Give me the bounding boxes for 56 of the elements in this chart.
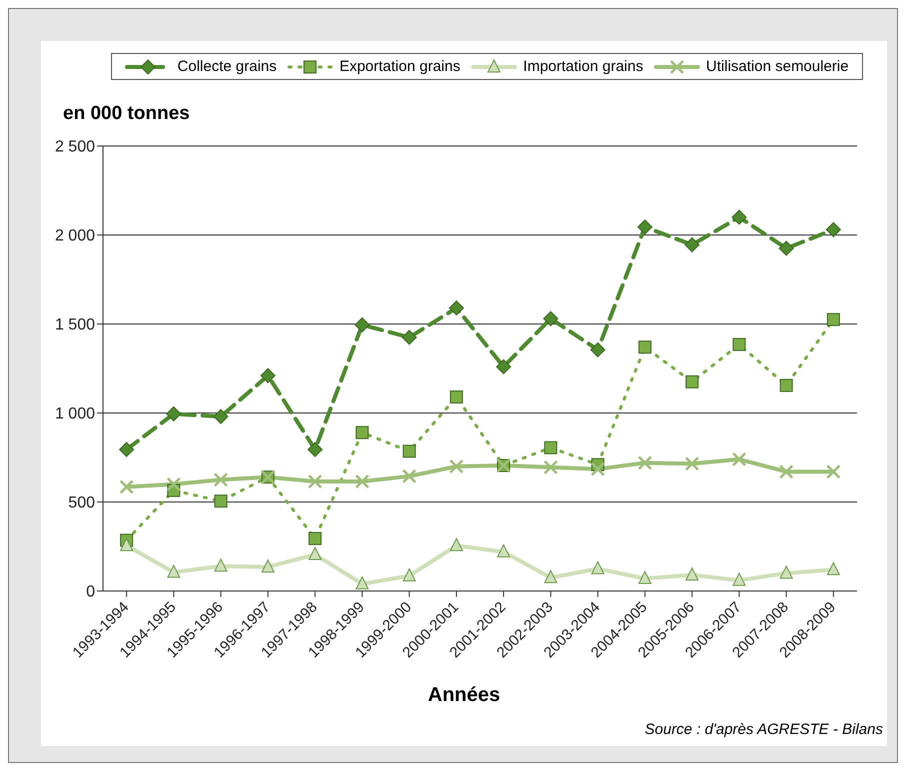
legend-label: Exportation grains (339, 58, 460, 75)
y-tick-label: 0 (86, 584, 96, 601)
point (167, 564, 180, 578)
point (356, 426, 369, 440)
point (119, 442, 134, 457)
point (778, 240, 794, 256)
point (120, 538, 134, 552)
point (261, 559, 274, 572)
point (354, 317, 370, 332)
point (591, 561, 604, 574)
point (686, 567, 699, 580)
point (214, 494, 228, 508)
point (214, 558, 228, 572)
point (732, 338, 746, 351)
point (637, 219, 652, 234)
point (448, 300, 464, 316)
point (544, 570, 558, 584)
point (638, 340, 652, 354)
point (402, 330, 417, 345)
y-tick-label: 500 (68, 494, 96, 512)
point (213, 409, 228, 424)
point (590, 342, 606, 358)
point (780, 566, 793, 579)
point (450, 390, 463, 404)
y-tick-label: 2 000 (54, 228, 96, 245)
point (732, 572, 746, 586)
point (402, 444, 416, 458)
y-axis-title: en 000 tonnes (63, 103, 190, 125)
point (308, 547, 322, 560)
point (356, 576, 369, 590)
point (260, 368, 276, 384)
point (732, 210, 747, 225)
point (686, 375, 699, 388)
point (826, 313, 840, 326)
point (497, 544, 510, 558)
point (402, 568, 416, 582)
point (450, 538, 463, 552)
point (684, 237, 700, 252)
point (780, 378, 793, 392)
legend-label: Utilisation semoulerie (706, 58, 849, 75)
point (308, 442, 323, 457)
y-tick-label: 1 000 (54, 406, 96, 423)
point (166, 406, 182, 422)
source-note: Source : d'après AGRESTE - Bilans (644, 721, 883, 738)
point (544, 441, 558, 454)
x-axis-title: Années (426, 684, 502, 707)
point (308, 532, 322, 545)
point (638, 571, 652, 584)
y-tick-label: 2 500 (54, 138, 96, 156)
point (826, 222, 841, 238)
point (826, 562, 840, 576)
legend-label: Collecte grains (177, 58, 277, 75)
legend-label: Importation grains (523, 58, 644, 75)
y-tick-label: 1 500 (54, 316, 96, 334)
point (496, 359, 512, 374)
point (543, 311, 558, 326)
